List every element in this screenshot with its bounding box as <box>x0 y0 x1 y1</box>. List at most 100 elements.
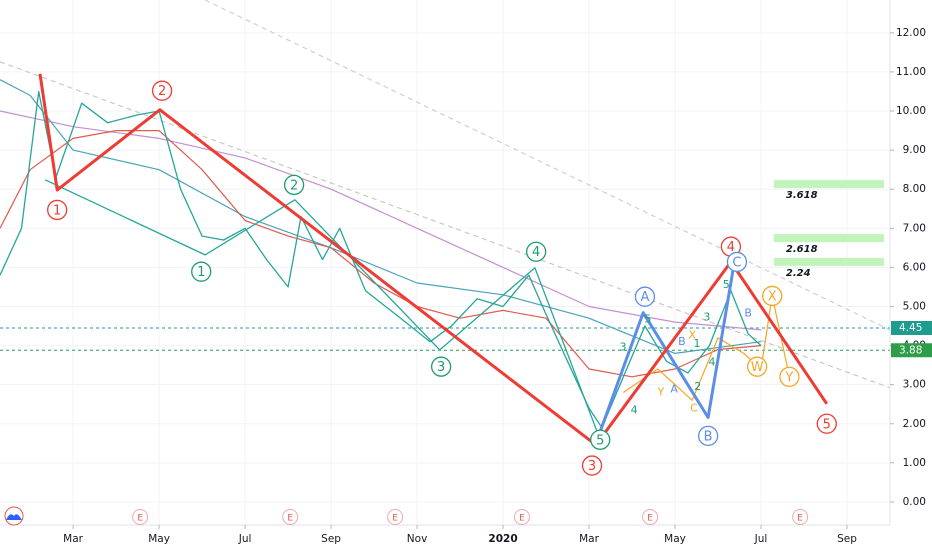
fib-label: 3.618 <box>786 190 818 201</box>
x-tick-label: Nov <box>407 533 428 545</box>
plot: 3.6182.6182.241234512345ABCXYW43512345AB… <box>0 0 891 476</box>
wave-circle <box>726 251 748 273</box>
series-line <box>0 110 762 331</box>
x-tick-label: Sep <box>837 533 857 545</box>
wave-circle <box>590 429 611 450</box>
series-line <box>38 73 829 447</box>
logo-cloud <box>6 514 22 520</box>
fib-box <box>773 234 884 243</box>
fib-label: 2.24 <box>786 268 811 279</box>
series-line <box>204 0 891 331</box>
wave-label: 5 <box>644 313 651 326</box>
wave-label: Y <box>656 386 664 399</box>
wave-circle <box>430 356 452 377</box>
series-line <box>595 256 737 441</box>
fib-label: 2.618 <box>786 244 818 255</box>
x-tick-label: Sep <box>321 533 341 545</box>
x-tick-label: 2020 <box>488 533 517 545</box>
price-tag-label: 4.45 <box>899 322 922 334</box>
wave-circle <box>816 413 837 434</box>
wave-label: 1 <box>53 203 61 218</box>
wave-label: 3 <box>703 311 710 324</box>
wave-label: A <box>640 290 649 305</box>
wave-circle <box>746 356 768 377</box>
wave-label: A <box>670 383 678 396</box>
wave-label: 4 <box>727 240 735 255</box>
wave-label: X <box>688 329 696 342</box>
y-tick-label: 2.00 <box>903 418 926 430</box>
wave-circle <box>47 199 68 221</box>
x-tick-label: May <box>664 533 686 545</box>
wave-label: 1 <box>197 265 205 280</box>
x-tick-label: Mar <box>63 533 83 545</box>
fib-box <box>773 257 884 266</box>
wave-label: 3 <box>620 341 627 354</box>
wave-circle <box>581 455 603 476</box>
wave-label: Y <box>784 370 793 385</box>
event-label: E <box>797 514 803 524</box>
y-tick-label: 0.00 <box>903 496 926 508</box>
wave-label: 5 <box>723 278 730 291</box>
wave-label: B <box>744 307 752 320</box>
wave-label: B <box>704 429 713 444</box>
wave-circle <box>779 366 800 387</box>
y-tick-label: 9.00 <box>903 144 926 156</box>
event-label: E <box>137 514 143 524</box>
wave-circle <box>762 285 783 307</box>
wave-label: 4 <box>709 356 716 369</box>
event-label: E <box>392 514 398 524</box>
y-tick-label: 1.00 <box>903 457 926 469</box>
event-marker <box>282 509 299 525</box>
wave-label: 5 <box>596 433 604 448</box>
wave-label: 4 <box>532 245 540 260</box>
series-line <box>44 179 601 441</box>
wave-label: W <box>751 360 764 375</box>
wave-circle <box>697 425 719 447</box>
wave-circle <box>283 174 305 196</box>
price-tag <box>891 343 932 358</box>
fib-box <box>773 180 884 189</box>
wave-circle <box>525 241 547 262</box>
y-tick-label: 5.00 <box>903 300 926 312</box>
y-tick-label: 3.00 <box>903 379 926 391</box>
series-line <box>0 130 762 378</box>
x-tick-label: Mar <box>579 533 599 545</box>
wave-label: 1 <box>693 337 700 350</box>
wave-label: C <box>690 402 698 415</box>
wave-circle <box>634 286 656 307</box>
y-tick-label: 6.00 <box>903 261 926 273</box>
y-tick-label: 8.00 <box>903 183 926 195</box>
event-marker <box>387 509 404 525</box>
series-line <box>0 61 891 389</box>
event-marker <box>132 509 149 525</box>
wave-label: X <box>768 289 777 304</box>
price-tag <box>891 320 932 335</box>
wave-circle <box>191 261 212 282</box>
wave-label: 2 <box>290 178 298 193</box>
wave-label: 3 <box>437 360 445 375</box>
series-line <box>623 295 790 401</box>
wave-label: B <box>678 335 686 348</box>
wave-label: 2 <box>158 84 166 99</box>
y-tick-label: 7.00 <box>903 222 926 234</box>
wave-label: 5 <box>823 417 831 432</box>
logo <box>4 506 24 526</box>
price-tag-label: 3.88 <box>899 344 922 356</box>
x-tick-label: Jul <box>238 533 252 545</box>
x-tick-label: May <box>148 533 170 545</box>
series-line <box>0 90 762 429</box>
wave-label: 2 <box>694 380 701 393</box>
wave-label: 3 <box>588 459 596 474</box>
y-tick-label: 12.00 <box>896 27 926 39</box>
event-label: E <box>519 514 525 524</box>
axes: 0.001.002.003.004.005.006.007.008.009.00… <box>63 27 932 545</box>
y-tick-label: 10.00 <box>896 105 926 117</box>
event-label: E <box>287 514 293 524</box>
event-marker <box>642 509 659 525</box>
wave-label: C <box>732 255 741 270</box>
y-tick-label: 11.00 <box>896 66 926 78</box>
wave-circle <box>151 80 173 101</box>
event-marker <box>792 509 809 525</box>
